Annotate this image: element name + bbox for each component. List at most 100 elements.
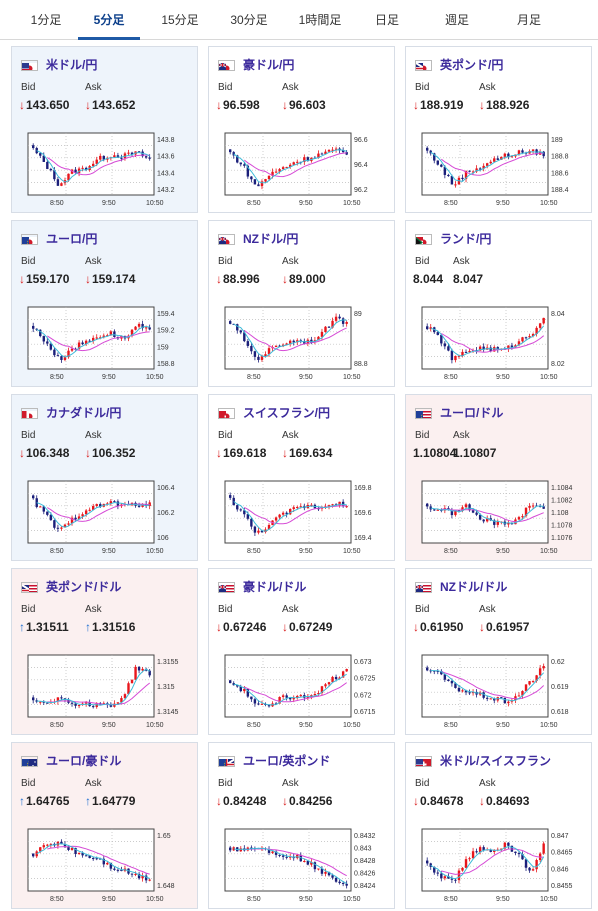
currency-pair-link[interactable]: 米ドル/円: [46, 58, 98, 72]
candle-up: [267, 525, 271, 530]
rate-card[interactable]: 米ドル/円 Bid Ask ↓143.650 ↓143.652 143.8 143.6 143…: [11, 46, 198, 213]
rate-card[interactable]: NZドル/ドル Bid Ask ↓0.61950 ↓0.61957 0.62 0.619 0.…: [405, 568, 592, 735]
candle-down: [46, 702, 49, 704]
currency-pair-link[interactable]: NZドル/ドル: [440, 580, 508, 594]
candle-down: [436, 160, 439, 165]
candle-up: [39, 701, 42, 703]
price-chart[interactable]: 189 188.8 188.6 188.4 8:50 9:50 10:50: [416, 129, 584, 209]
candle-down: [542, 151, 545, 157]
candle-down: [478, 514, 482, 520]
candle-down: [42, 155, 45, 162]
bid-number: 143.650: [26, 98, 70, 112]
timeframe-tabs: 1分足 5分足 15分足 30分足 1時間足 日足 週足 月足: [0, 0, 598, 40]
tab-7[interactable]: 週足: [444, 13, 469, 27]
tab-1[interactable]: 1分足: [30, 13, 62, 27]
candle-up: [77, 705, 81, 707]
rate-card[interactable]: ユーロ/円 Bid Ask ↓159.170 ↓159.174 159.4 159.2 159…: [11, 220, 198, 387]
currency-pair-link[interactable]: 米ドル/スイスフラン: [440, 754, 551, 768]
price-chart[interactable]: 96.6 96.4 96.2 8:50 9:50 10:50: [219, 129, 387, 209]
rate-card[interactable]: カナダドル/円 Bid Ask ↓106.348 ↓106.352 106.4 106.2 1…: [11, 394, 198, 561]
price-chart[interactable]: 89 88.8 8:50 9:50 10:50: [219, 303, 387, 383]
price-chart[interactable]: 159.4 159.2 159 158.8 8:50 9:50 10:50: [22, 303, 190, 383]
currency-pair-link[interactable]: NZドル/円: [243, 232, 299, 246]
currency-pair-link[interactable]: スイスフラン/円: [243, 406, 330, 420]
y-tick-label: 96.2: [354, 187, 368, 194]
currency-pair-link[interactable]: 英ポンド/ドル: [46, 580, 122, 594]
candle-up: [331, 149, 334, 151]
currency-pair-link[interactable]: カナダドル/円: [46, 406, 122, 420]
tab-2[interactable]: 5分足: [78, 0, 140, 40]
ask-label: Ask: [282, 256, 299, 267]
rate-card[interactable]: スイスフラン/円 Bid Ask ↓169.618 ↓169.634 169.8 169.6…: [208, 394, 395, 561]
candle-up: [303, 861, 306, 863]
currency-pair-link[interactable]: ランド/円: [440, 232, 492, 246]
rate-card[interactable]: 英ポンド/ドル Bid Ask ↑1.31511 ↑1.31516 1.3155 1.315…: [11, 568, 198, 735]
tab-6[interactable]: 日足: [374, 13, 399, 27]
rate-card[interactable]: ユーロ/豪ドル Bid Ask ↑1.64765 ↑1.64779 1.65 1.648 8:…: [11, 742, 198, 909]
candle-up: [496, 521, 499, 525]
rate-card[interactable]: NZドル/円 Bid Ask ↓88.996 ↓89.000 89 88.8 8:50 9:50…: [208, 220, 395, 387]
bid-number: 1.10804: [413, 446, 457, 460]
rate-card[interactable]: ユーロ/英ポンド Bid Ask ↓0.84248 ↓0.84256 0.8432 0.84…: [208, 742, 395, 909]
price-chart[interactable]: 1.1084 1.1082 1.108 1.1078 1.1076 8:50 9:50 10:…: [416, 477, 584, 557]
currency-pair-link[interactable]: ユーロ/英ポンド: [243, 754, 331, 768]
candle-up: [327, 149, 331, 152]
candle-up: [500, 848, 503, 850]
ask-value: ↓89.000: [282, 272, 326, 286]
candle-up: [468, 350, 471, 353]
candle-down: [285, 695, 288, 698]
ask-number: 1.64779: [92, 794, 136, 808]
candle-down: [144, 156, 148, 158]
rate-card[interactable]: 英ポンド/円 Bid Ask ↓188.919 ↓188.926 189 188.8 188.…: [405, 46, 592, 213]
candle-down: [475, 512, 478, 515]
candle-up: [306, 339, 310, 344]
price-chart[interactable]: 169.8 169.6 169.4 8:50 9:50 10:50: [219, 477, 387, 557]
us-flag-icon: [21, 60, 30, 71]
gb-flag-icon: [226, 756, 235, 767]
currency-pair-link[interactable]: 英ポンド/円: [440, 58, 504, 72]
tab-3[interactable]: 15分足: [161, 13, 199, 27]
price-chart[interactable]: 106.4 106.2 106 8:50 9:50 10:50: [22, 477, 190, 557]
price-chart[interactable]: 0.847 0.8465 0.846 0.8455 8:50 9:50 10:50: [416, 825, 584, 905]
price-chart[interactable]: 8.04 8.02 8:50 9:50 10:50: [416, 303, 584, 383]
candle-up: [148, 879, 151, 881]
currency-pair-link[interactable]: ユーロ/豪ドル: [46, 754, 122, 768]
y-tick-label: 0.672: [354, 692, 372, 699]
rate-card[interactable]: 米ドル/スイスフラン Bid Ask ↓0.84678 ↓0.84693 0.847 0.8…: [405, 742, 592, 909]
rate-card[interactable]: ランド/円 Bid Ask 8.044 8.047 8.04 8.02 8:50 9:50 10:…: [405, 220, 592, 387]
rate-card[interactable]: ユーロ/ドル Bid Ask 1.10804 1.10807 1.1084 1.1082 1.…: [405, 394, 592, 561]
tab-8[interactable]: 月足: [516, 13, 541, 27]
currency-pair-link[interactable]: 豪ドル/円: [243, 58, 295, 72]
ma-short-line: [233, 319, 347, 358]
candle-down: [436, 670, 439, 672]
price-chart[interactable]: 0.62 0.619 0.618 8:50 9:50 10:50: [416, 651, 584, 731]
price-chart[interactable]: 143.8 143.6 143.4 143.2 8:50 9:50 10:50: [22, 129, 190, 209]
candle-down: [250, 518, 253, 527]
ask-number: 89.000: [289, 272, 326, 286]
candle-up: [503, 153, 507, 157]
arrow-up-icon: ↑: [19, 794, 25, 808]
candle-down: [74, 517, 77, 520]
candle-up: [292, 507, 295, 509]
rate-card[interactable]: 豪ドル/ドル Bid Ask ↓0.67246 ↓0.67249 0.673 0.6725 0…: [208, 568, 395, 735]
currency-pair-link[interactable]: ユーロ/ドル: [440, 406, 504, 420]
candle-up: [46, 844, 49, 846]
candle-up: [42, 845, 45, 848]
tab-4[interactable]: 30分足: [230, 13, 268, 27]
ma-long-line: [441, 671, 545, 700]
candle-up: [528, 506, 531, 508]
currency-pair-link[interactable]: ユーロ/円: [46, 232, 98, 246]
plot-area: [421, 654, 549, 718]
price-chart[interactable]: 0.673 0.6725 0.672 0.6715 8:50 9:50 10:50: [219, 651, 387, 731]
price-chart[interactable]: 1.3155 1.315 1.3145 8:50 9:50 10:50: [22, 651, 190, 731]
currency-pair-link[interactable]: 豪ドル/ドル: [243, 580, 307, 594]
rate-card[interactable]: 豪ドル/円 Bid Ask ↓96.598 ↓96.603 96.6 96.4 96.2 8:5…: [208, 46, 395, 213]
x-tick-label: 8:50: [50, 548, 64, 555]
candle-up: [271, 851, 274, 853]
price-chart[interactable]: 1.65 1.648 8:50 9:50 10:50: [22, 825, 190, 905]
candle-down: [482, 692, 485, 698]
arrow-down-icon: ↓: [282, 272, 288, 286]
candle-up: [257, 530, 260, 533]
price-chart[interactable]: 0.8432 0.843 0.8428 0.8426 0.8424 8:50 9:50 10:…: [219, 825, 387, 905]
tab-5[interactable]: 1時間足: [298, 13, 342, 27]
